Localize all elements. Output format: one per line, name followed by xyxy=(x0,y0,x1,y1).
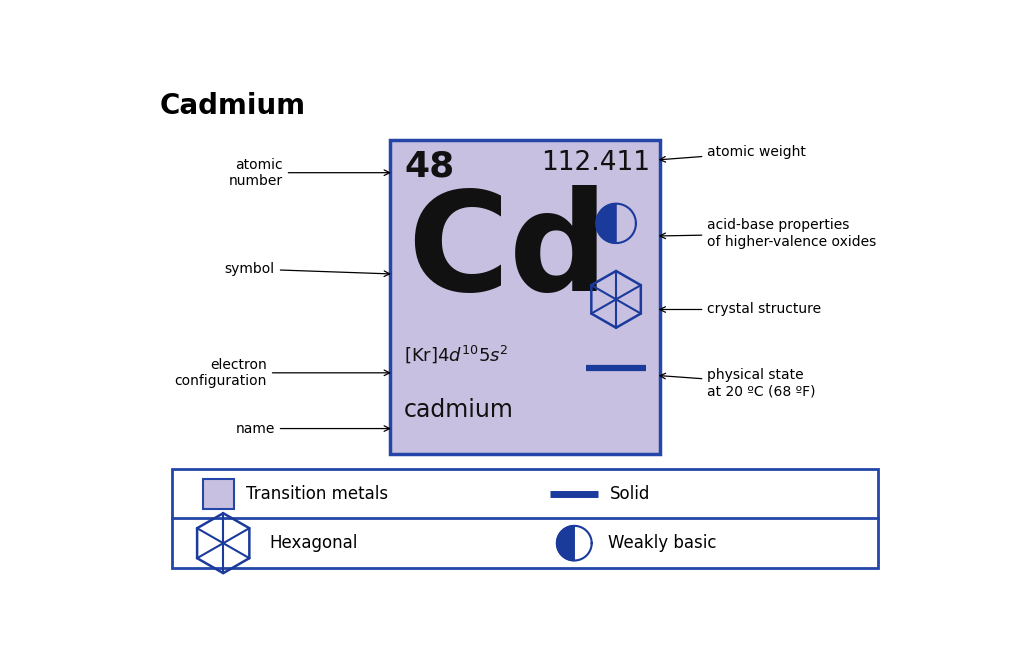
Text: crystal structure: crystal structure xyxy=(659,303,821,316)
Text: Cd: Cd xyxy=(408,186,608,320)
Polygon shape xyxy=(596,203,616,243)
FancyBboxPatch shape xyxy=(172,469,878,568)
Text: electron
configuration: electron configuration xyxy=(174,358,390,388)
Text: Solid: Solid xyxy=(610,485,650,503)
FancyBboxPatch shape xyxy=(390,139,659,454)
Text: Weakly basic: Weakly basic xyxy=(607,534,716,552)
FancyBboxPatch shape xyxy=(204,479,233,509)
Text: acid-base properties
of higher-valence oxides: acid-base properties of higher-valence o… xyxy=(659,218,877,249)
Text: atomic
number: atomic number xyxy=(228,158,390,188)
Text: physical state
at 20 ºC (68 ºF): physical state at 20 ºC (68 ºF) xyxy=(659,368,816,398)
Text: Cadmium: Cadmium xyxy=(160,91,306,120)
Text: $\mathrm{[Kr]4}d^{10}\mathrm{5}s^{2}$: $\mathrm{[Kr]4}d^{10}\mathrm{5}s^{2}$ xyxy=(404,343,509,365)
Text: Hexagonal: Hexagonal xyxy=(269,534,357,552)
Text: atomic weight: atomic weight xyxy=(659,145,806,162)
Text: name: name xyxy=(236,422,390,436)
Text: symbol: symbol xyxy=(224,262,390,276)
Text: cadmium: cadmium xyxy=(404,399,514,422)
Text: Transition metals: Transition metals xyxy=(246,485,388,503)
Text: 112.411: 112.411 xyxy=(542,150,650,176)
Text: 48: 48 xyxy=(404,150,455,184)
Polygon shape xyxy=(557,526,574,561)
